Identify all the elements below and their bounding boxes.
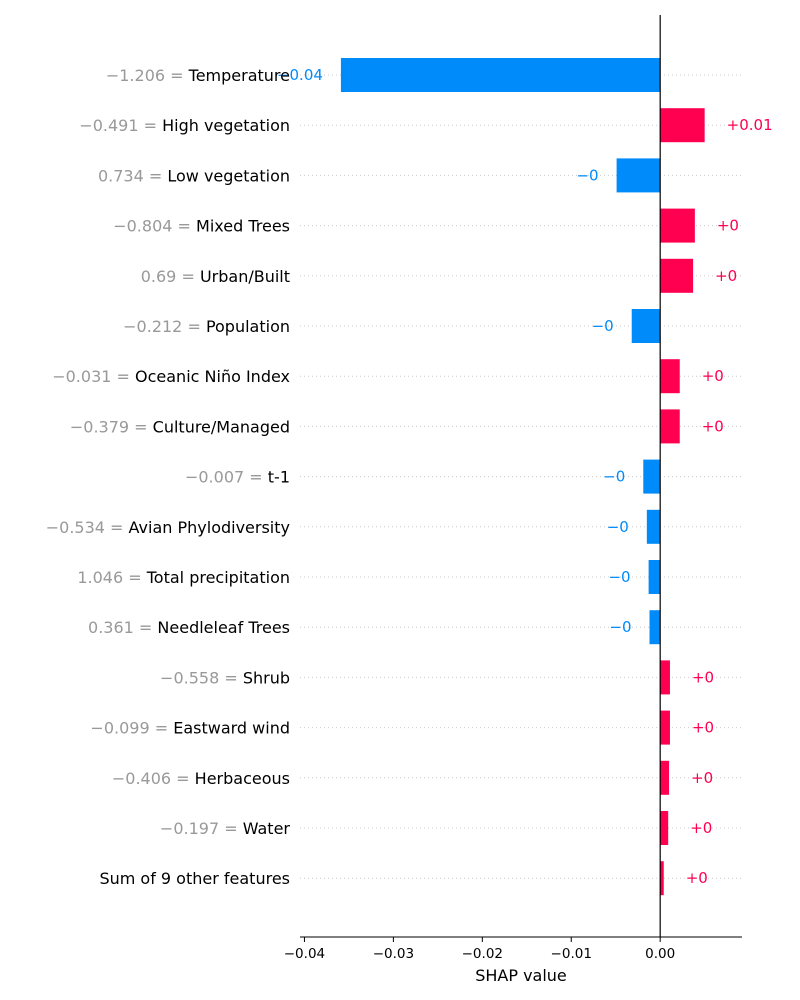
bar-value-label: −0 bbox=[608, 568, 630, 586]
bar-value-label: +0 bbox=[717, 217, 739, 235]
feature-label: −1.206 = Temperature bbox=[106, 66, 290, 85]
feature-value: −0.406 = bbox=[112, 769, 195, 788]
bar-labels-group: −0.04 +0.01 −0 +0 +0 −0 +0 +0 −0 −0 −0 −0 +0 +0 +0 +0 +0 bbox=[277, 66, 773, 887]
bar-positive bbox=[660, 208, 695, 243]
bar-positive bbox=[660, 760, 670, 795]
feature-name: Shrub bbox=[243, 668, 290, 687]
feature-label: −0.534 = Avian Phylodiversity bbox=[46, 518, 290, 537]
bar-positive bbox=[660, 409, 680, 444]
feature-name: Total precipitation bbox=[146, 568, 290, 587]
feature-label: −0.558 = Shrub bbox=[160, 668, 290, 687]
feature-name: Needleleaf Trees bbox=[157, 618, 290, 637]
bar-negative bbox=[616, 158, 661, 193]
bar-value-label: −0 bbox=[592, 317, 614, 335]
feature-label: −0.031 = Oceanic Niño Index bbox=[52, 367, 290, 386]
x-tick-label: −0.02 bbox=[462, 946, 503, 962]
bar-value-label: +0 bbox=[691, 769, 713, 787]
feature-name: Eastward wind bbox=[173, 719, 290, 738]
feature-value: 0.734 = bbox=[98, 166, 167, 185]
bar-value-label: +0 bbox=[702, 367, 724, 385]
feature-name: Low vegetation bbox=[167, 166, 290, 185]
feature-name: High vegetation bbox=[162, 116, 290, 135]
feature-name: Population bbox=[206, 317, 290, 336]
feature-label: 1.046 = Total precipitation bbox=[77, 568, 290, 587]
feature-name: Sum of 9 other features bbox=[99, 869, 290, 888]
bar-positive bbox=[660, 258, 694, 293]
feature-label: 0.734 = Low vegetation bbox=[98, 166, 290, 185]
feature-label: Sum of 9 other features bbox=[99, 869, 290, 888]
feature-name: Avian Phylodiversity bbox=[129, 518, 290, 537]
bar-negative bbox=[340, 58, 661, 92]
bar-positive bbox=[660, 660, 670, 695]
feature-label: −0.491 = High vegetation bbox=[79, 116, 290, 135]
feature-value: −0.031 = bbox=[52, 367, 135, 386]
row-gridlines bbox=[300, 74, 742, 879]
feature-labels-group: −1.206 = Temperature −0.491 = High vegeta… bbox=[46, 66, 291, 888]
bar-value-label: −0 bbox=[607, 518, 629, 536]
bar-value-label: −0 bbox=[603, 468, 625, 486]
feature-value: −1.206 = bbox=[106, 66, 189, 85]
feature-name: Oceanic Niño Index bbox=[135, 367, 290, 386]
feature-value: −0.197 = bbox=[160, 819, 243, 838]
bar-negative bbox=[648, 560, 661, 594]
feature-label: −0.007 = t-1 bbox=[185, 468, 290, 487]
feature-label: −0.406 = Herbaceous bbox=[112, 769, 290, 788]
bar-value-label: +0 bbox=[715, 267, 737, 285]
feature-name: Urban/Built bbox=[200, 267, 290, 286]
x-tick-label: −0.03 bbox=[373, 946, 414, 962]
bar-value-label: +0 bbox=[692, 719, 714, 737]
bar-positive bbox=[660, 359, 680, 394]
x-tick-label: −0.04 bbox=[284, 946, 325, 962]
feature-value: −0.007 = bbox=[185, 468, 268, 487]
bar-negative bbox=[643, 459, 661, 494]
bars-group bbox=[340, 58, 705, 896]
bar-value-label: −0 bbox=[609, 618, 631, 636]
feature-label: −0.379 = Culture/Managed bbox=[70, 417, 290, 436]
bar-value-label: +0 bbox=[686, 869, 708, 887]
feature-value: 0.69 = bbox=[141, 267, 200, 286]
bar-positive bbox=[660, 811, 669, 845]
bar-value-label: −0.04 bbox=[277, 66, 323, 84]
feature-name: Mixed Trees bbox=[196, 217, 290, 236]
bar-negative bbox=[649, 610, 661, 645]
feature-label: −0.804 = Mixed Trees bbox=[113, 217, 290, 236]
bar-positive bbox=[660, 108, 705, 143]
x-tick-label: −0.01 bbox=[551, 946, 592, 962]
feature-label: 0.361 = Needleleaf Trees bbox=[88, 618, 290, 637]
x-axis: −0.04 −0.03 −0.02 −0.01 0.00 bbox=[284, 936, 742, 962]
feature-name: Culture/Managed bbox=[153, 417, 290, 436]
bar-value-label: +0 bbox=[690, 819, 712, 837]
feature-name: t-1 bbox=[268, 468, 290, 487]
bar-value-label: +0 bbox=[692, 668, 714, 686]
feature-value: −0.379 = bbox=[70, 417, 153, 436]
bar-negative bbox=[646, 509, 661, 544]
feature-name: Water bbox=[243, 819, 291, 838]
feature-label: −0.099 = Eastward wind bbox=[90, 719, 290, 738]
bar-value-label: −0 bbox=[576, 166, 598, 184]
feature-name: Temperature bbox=[188, 66, 290, 85]
feature-value: −0.491 = bbox=[79, 116, 162, 135]
feature-value: −0.212 = bbox=[123, 317, 206, 336]
feature-value: 1.046 = bbox=[77, 568, 146, 587]
feature-value: −0.534 = bbox=[46, 518, 129, 537]
x-axis-title: SHAP value bbox=[475, 966, 567, 985]
feature-value: −0.804 = bbox=[113, 217, 196, 236]
feature-value: 0.361 = bbox=[88, 618, 157, 637]
feature-name: Herbaceous bbox=[195, 769, 290, 788]
bar-negative bbox=[631, 309, 661, 343]
feature-value: −0.558 = bbox=[160, 668, 243, 687]
feature-label: −0.212 = Population bbox=[123, 317, 290, 336]
bar-value-label: +0.01 bbox=[727, 116, 773, 134]
bar-positive bbox=[660, 861, 664, 896]
bar-value-label: +0 bbox=[702, 417, 724, 435]
feature-label: 0.69 = Urban/Built bbox=[141, 267, 290, 286]
feature-label: −0.197 = Water bbox=[160, 819, 291, 838]
feature-value: −0.099 = bbox=[90, 719, 173, 738]
bar-positive bbox=[660, 710, 670, 745]
x-tick-label: 0.00 bbox=[645, 946, 675, 962]
